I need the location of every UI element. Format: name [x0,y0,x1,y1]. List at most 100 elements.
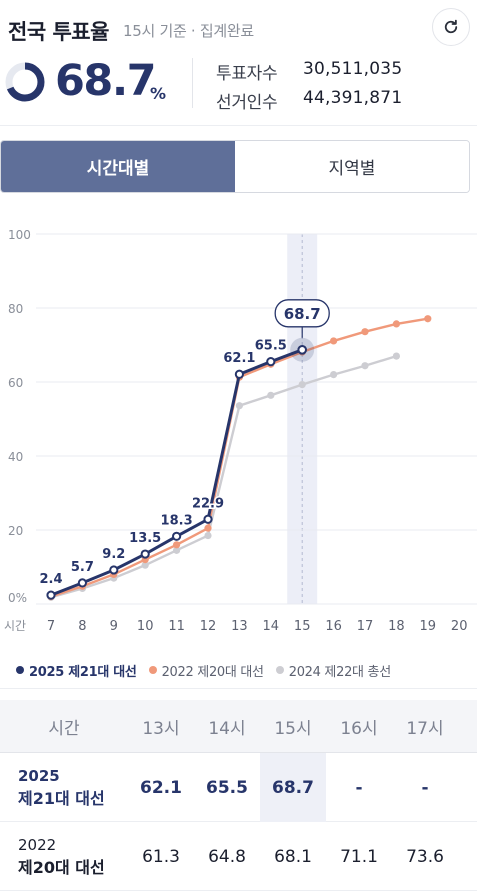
table-header-cell: 15시 [274,719,312,739]
row-label: 2022 제20대 대선 [0,822,128,891]
data-point [424,315,432,323]
x-tick-label: 8 [78,619,86,634]
data-point [204,524,212,532]
table-cell: - [421,777,429,798]
row-label: 2025 제21대 대선 [0,753,128,822]
x-tick-label: 14 [263,619,280,634]
data-label: 5.7 [71,560,94,575]
page-title: 전국 투표율 [8,20,109,44]
table-cell: 71.1 [340,846,378,867]
data-label: 2.4 [39,572,62,587]
data-point [234,369,244,379]
y-tick-label: 100 [8,228,31,242]
x-axis-label: 시간 [4,619,26,633]
data-label: 65.5 [255,339,287,354]
table-header-cell: 14시 [208,719,246,739]
y-tick-label: 20 [8,524,23,538]
x-tick-label: 20 [451,619,468,634]
table-row: 2025 제21대 대선 62.1 65.5 68.7 - - [0,753,477,822]
data-point [140,549,150,559]
header: 전국 투표율 15시 기준 · 집계완료 [0,0,477,58]
data-point [361,362,369,370]
row-label-year: 2025 [18,766,60,785]
table-header-cell: 시간 [48,719,80,739]
turnout-rate-unit: % [150,84,167,103]
data-point [235,402,243,410]
table-header-cell: 17시 [406,719,444,739]
data-point [392,320,400,328]
x-tick-label: 13 [231,619,248,634]
table-cell: 65.5 [206,777,248,798]
callout-box [274,299,330,328]
turnout-progress-ring [5,62,45,102]
data-point [392,352,400,360]
table-header-cell: 13시 [142,719,180,739]
data-point [267,391,275,399]
data-label: 13.5 [129,531,161,546]
y-tick-label: 0% [8,591,27,605]
table-header-row: 시간 13시 14시 15시 16시 17시 [0,700,477,753]
legend-label: 2022 제20대 대선 [161,664,264,680]
x-tick-label: 9 [110,619,118,634]
series-line [50,348,303,597]
table-cell: 68.1 [274,846,312,867]
series-line [50,354,397,599]
chart-legend: 2025 제21대 대선 2022 제20대 대선 2024 제22대 총선 [16,660,403,680]
x-tick-label: 18 [388,619,405,634]
voters-label: 투표자수 [216,64,278,84]
highlight-point [297,345,308,355]
voters-value: 30,511,035 [303,59,403,79]
callout-value: 68.7 [284,305,321,323]
y-tick-label: 80 [8,302,23,316]
legend-dot [148,666,157,674]
refresh-icon [444,19,458,34]
legend-item: 2022 제20대 대선 [148,661,264,680]
data-point [173,541,181,549]
data-point [173,546,181,554]
data-point [361,328,369,336]
x-tick-label: 15 [294,619,311,634]
data-point [266,357,276,367]
turnout-rate: 68.7 [55,56,157,106]
data-point [172,531,182,541]
row-label-year: 2022 [18,835,57,854]
data-point [109,565,119,575]
x-tick-label: 17 [357,619,374,634]
data-label: 62.1 [223,351,255,366]
data-point [77,578,88,588]
tab-by-time[interactable]: 시간대별 [1,141,235,192]
table-cell: 68.7 [260,753,326,822]
table-cell: 64.8 [208,846,246,867]
data-point [330,337,338,345]
update-status: 15시 기준 · 집계완료 [123,22,254,40]
x-tick-label: 7 [47,619,55,634]
turnout-line-chart: 0% 20 40 60 80 100 시간 7 8 9 10 11 12 13 14 15 16 17 18 19 20… [4,228,477,634]
y-tick-label: 60 [8,376,23,390]
data-point [141,561,149,569]
data-point [203,514,213,524]
x-tick-label: 19 [420,619,437,634]
x-tick-label: 16 [325,619,342,634]
row-label-election: 제21대 대선 [18,788,105,808]
table-cell: 73.6 [406,846,444,867]
table-cell: 61.3 [142,846,180,867]
table-cell: - [355,777,363,798]
divider [0,688,477,689]
legend-dot [275,666,284,674]
data-label: 18.3 [161,513,193,528]
x-tick-label: 11 [168,619,185,634]
legend-label: 2025 제21대 대선 [29,664,137,680]
refresh-button[interactable] [432,8,470,46]
legend-label: 2024 제22대 총선 [288,664,391,680]
electorate-label: 선거인수 [216,93,278,113]
divider [0,125,477,126]
tab-by-region[interactable]: 지역별 [235,141,469,192]
row-label-election: 제20대 대선 [18,857,105,877]
table-cell: 62.1 [140,777,182,798]
x-tick-label: 10 [137,619,154,634]
legend-dot [16,666,24,674]
divider [192,58,193,108]
data-point [204,531,212,540]
data-point [298,380,306,389]
data-point [330,371,338,379]
